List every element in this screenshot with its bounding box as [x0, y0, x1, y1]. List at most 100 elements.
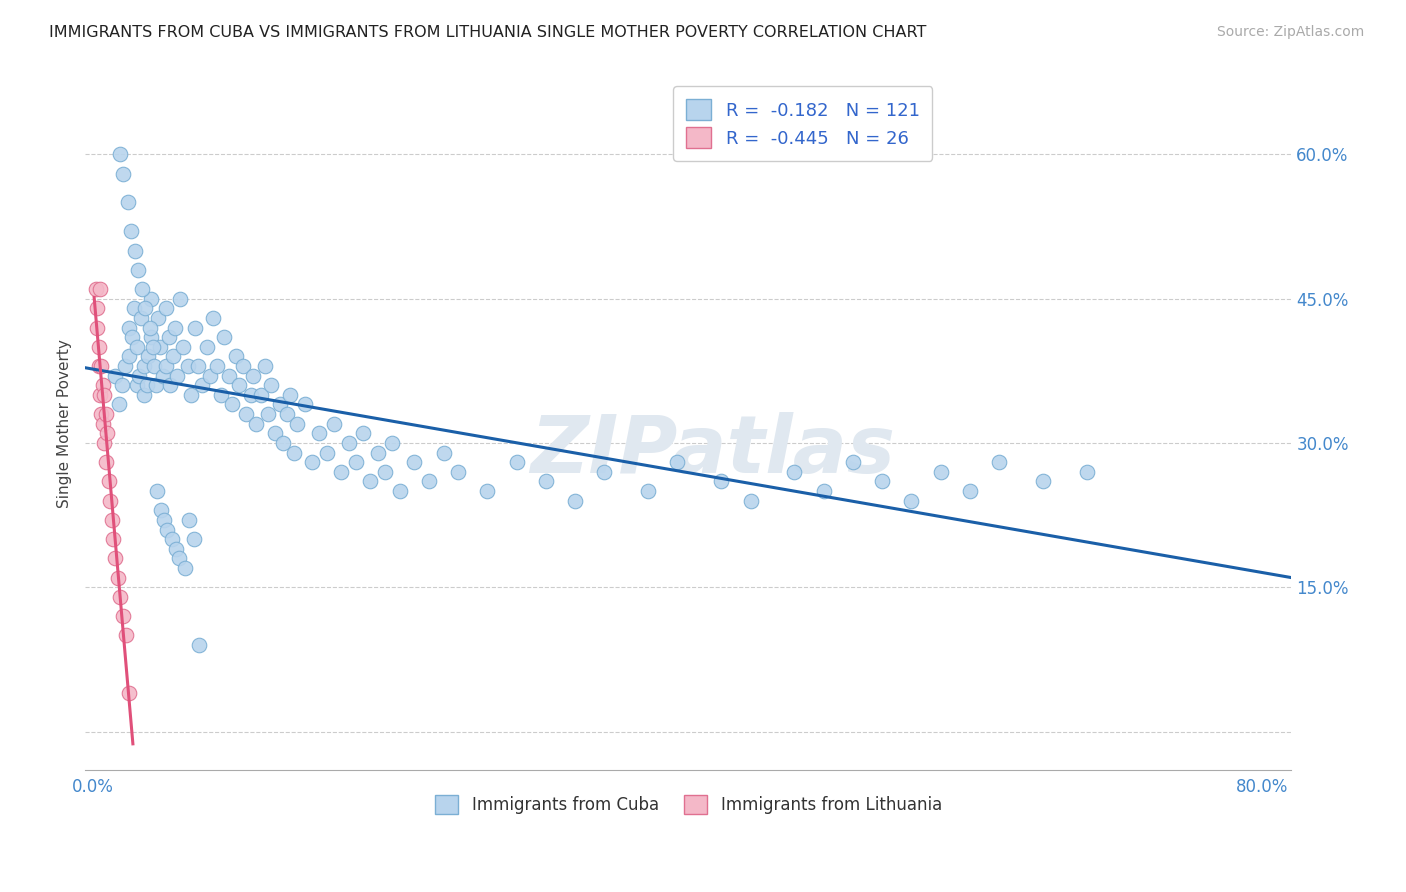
Point: [183, 532, 205, 546]
Point: [160, 532, 183, 546]
Point: [132, 359, 155, 373]
Point: [294, 397, 316, 411]
Point: [150, 503, 173, 517]
Point: [162, 350, 184, 364]
Point: [418, 475, 440, 489]
Text: ZIPatlas: ZIPatlas: [530, 412, 896, 491]
Point: [381, 436, 404, 450]
Point: [593, 465, 616, 479]
Point: [153, 513, 176, 527]
Point: [367, 445, 389, 459]
Point: [129, 310, 152, 325]
Point: [177, 359, 200, 373]
Point: [813, 484, 835, 499]
Point: [201, 310, 224, 325]
Point: [740, 493, 762, 508]
Point: [90, 407, 112, 421]
Point: [666, 455, 689, 469]
Point: [104, 551, 127, 566]
Point: [477, 484, 499, 499]
Point: [172, 340, 194, 354]
Point: [110, 590, 132, 604]
Point: [93, 436, 115, 450]
Point: [260, 378, 283, 392]
Point: [205, 359, 228, 373]
Text: IMMIGRANTS FROM CUBA VS IMMIGRANTS FROM LITHUANIA SINGLE MOTHER POVERTY CORRELAT: IMMIGRANTS FROM CUBA VS IMMIGRANTS FROM …: [49, 25, 927, 40]
Point: [138, 320, 160, 334]
Point: [114, 359, 136, 373]
Point: [111, 378, 134, 392]
Point: [148, 310, 170, 325]
Point: [115, 628, 138, 642]
Point: [432, 445, 454, 459]
Point: [344, 455, 367, 469]
Point: [374, 465, 396, 479]
Point: [322, 417, 344, 431]
Point: [184, 320, 207, 334]
Point: [112, 609, 135, 624]
Point: [142, 340, 165, 354]
Point: [249, 388, 271, 402]
Point: [710, 475, 733, 489]
Point: [107, 571, 129, 585]
Point: [301, 455, 323, 469]
Point: [157, 330, 180, 344]
Point: [842, 455, 865, 469]
Point: [89, 282, 111, 296]
Point: [152, 368, 174, 383]
Point: [209, 388, 232, 402]
Point: [870, 475, 893, 489]
Point: [149, 340, 172, 354]
Point: [195, 340, 218, 354]
Point: [173, 561, 195, 575]
Point: [447, 465, 470, 479]
Point: [283, 445, 305, 459]
Point: [89, 388, 111, 402]
Point: [278, 388, 301, 402]
Point: [505, 455, 527, 469]
Point: [198, 368, 221, 383]
Point: [232, 359, 254, 373]
Point: [269, 397, 291, 411]
Point: [127, 262, 149, 277]
Point: [315, 445, 337, 459]
Point: [534, 475, 557, 489]
Point: [91, 378, 114, 392]
Point: [257, 407, 280, 421]
Point: [330, 465, 353, 479]
Y-axis label: Single Mother Poverty: Single Mother Poverty: [58, 339, 72, 508]
Point: [235, 407, 257, 421]
Point: [187, 359, 209, 373]
Point: [225, 350, 247, 364]
Point: [97, 475, 120, 489]
Point: [239, 388, 262, 402]
Point: [166, 368, 188, 383]
Point: [93, 388, 115, 402]
Point: [84, 282, 107, 296]
Point: [159, 378, 181, 392]
Point: [929, 465, 952, 479]
Point: [110, 147, 132, 161]
Point: [112, 167, 135, 181]
Point: [242, 368, 264, 383]
Point: [404, 455, 426, 469]
Point: [285, 417, 308, 431]
Point: [135, 378, 157, 392]
Point: [118, 320, 141, 334]
Text: Source: ZipAtlas.com: Source: ZipAtlas.com: [1216, 25, 1364, 39]
Point: [101, 532, 124, 546]
Point: [98, 493, 121, 508]
Point: [94, 407, 117, 421]
Point: [118, 350, 141, 364]
Point: [228, 378, 250, 392]
Point: [271, 436, 294, 450]
Point: [212, 330, 235, 344]
Point: [86, 320, 108, 334]
Point: [308, 426, 330, 441]
Point: [221, 397, 243, 411]
Point: [117, 195, 139, 210]
Point: [388, 484, 411, 499]
Point: [637, 484, 659, 499]
Point: [180, 388, 202, 402]
Point: [87, 340, 110, 354]
